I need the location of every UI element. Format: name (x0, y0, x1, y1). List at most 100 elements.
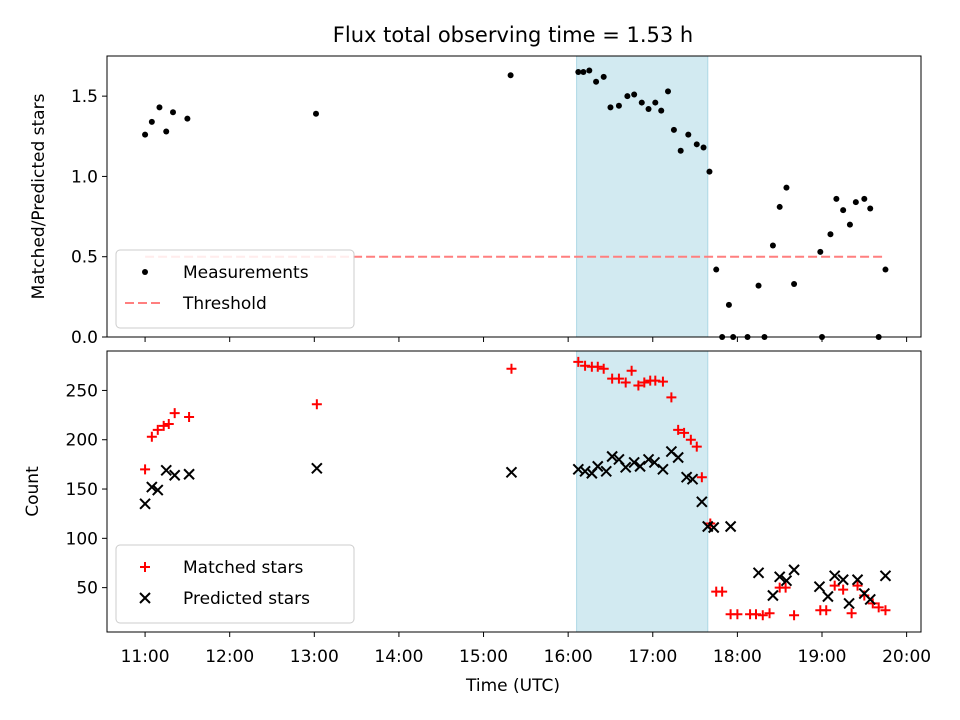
y-tick-label: 250 (66, 381, 98, 401)
predicted-star-point (606, 450, 618, 463)
measurement-point (725, 301, 732, 308)
legend: Measurements Threshold (115, 249, 355, 329)
predicted-star-point (152, 484, 164, 496)
matched-star-point (140, 464, 151, 475)
predicted-star-point (139, 498, 151, 510)
matched-star-point (598, 363, 609, 374)
predicted-star-point (707, 521, 720, 534)
matched-star-point (158, 420, 169, 431)
measurement-point (658, 107, 665, 114)
x-tick-label: 11:00 (121, 647, 170, 667)
predicted-star-point (696, 496, 708, 508)
predicted-star-point (813, 580, 826, 593)
matched-star-point (764, 608, 775, 619)
matched-star-point (732, 609, 743, 620)
matched-star-point (573, 356, 584, 367)
legend-box (115, 544, 355, 624)
measurement-point (575, 69, 582, 76)
predicted-star-point (686, 473, 699, 485)
predicted-star-point (634, 460, 646, 473)
matched-star-point (657, 376, 668, 387)
top-panel-ratio: Matched/Predicted stars 0.0 0.5 1.0 1.5 Measu… (29, 55, 922, 348)
measurement-point (631, 91, 638, 98)
measurement-point (706, 168, 713, 175)
measurement-point (861, 195, 868, 202)
measurement-point (776, 203, 783, 210)
measurement-point (852, 199, 859, 206)
x-tick-label: 18:00 (713, 647, 762, 667)
measurement-point (677, 147, 684, 154)
predicted-star-point (619, 461, 632, 474)
x-tick-label: 17:00 (628, 647, 677, 667)
predicted-star-point (788, 564, 800, 576)
predicted-star-point (628, 456, 640, 469)
matched-star-point (717, 586, 728, 597)
chart-title: Flux total observing time = 1.53 h (333, 23, 693, 47)
measurement-point (713, 266, 720, 273)
measurement-point (827, 231, 834, 238)
matched-star-point (639, 377, 650, 388)
measurement-point (833, 195, 840, 202)
matched-star-point (506, 363, 517, 374)
measurement-point (693, 141, 700, 148)
matched-star-point (592, 361, 603, 372)
shaded-interval (576, 55, 709, 338)
matched-star-point (146, 431, 157, 442)
predicted-star-point (672, 451, 684, 464)
measurement-point (580, 69, 587, 76)
measurement-point (607, 104, 614, 111)
matched-star-point (821, 605, 832, 616)
predicted-star-point (752, 567, 765, 579)
predicted-star-point (780, 575, 793, 587)
y-tick-label: 100 (66, 529, 98, 549)
matched-star-point (679, 427, 690, 438)
measurement-point (791, 281, 798, 288)
measurement-point (638, 99, 645, 106)
predicted-star-point (843, 597, 855, 610)
predicted-star-point (642, 453, 655, 466)
predicted-star-point (648, 456, 661, 469)
legend-marker-x (139, 592, 151, 604)
predicted-star-point (828, 570, 841, 582)
y-tick-label: 1.0 (71, 167, 98, 187)
predicted-star-point (851, 574, 864, 586)
measurement-point (184, 115, 191, 122)
y-tick-label: 0.0 (71, 328, 98, 348)
measurement-point (685, 131, 692, 138)
y-tick-label: 50 (76, 579, 98, 599)
measurement-point (156, 104, 163, 111)
matched-star-point (780, 582, 791, 593)
predicted-star-point (864, 593, 876, 606)
legend-label: Measurements (183, 263, 309, 283)
predicted-star-point (579, 465, 591, 477)
measurement-point (867, 205, 874, 212)
matched-star-point (829, 580, 840, 591)
measurement-point (313, 110, 319, 117)
matched-star-point (163, 418, 174, 429)
matched-star-point (757, 610, 768, 621)
matched-star-point (846, 608, 857, 619)
predicted-star-point (773, 571, 786, 583)
measurement-point (645, 105, 652, 112)
matched-star-point (311, 399, 322, 410)
x-tick-label: 15:00 (459, 647, 508, 667)
matched-star-point (184, 412, 195, 423)
measurement-point (755, 282, 762, 289)
legend-marker-dot (142, 269, 148, 275)
matched-star-point (838, 584, 849, 595)
legend-marker-plus (140, 562, 150, 572)
legend: Matched stars Predicted stars (115, 544, 355, 624)
x-tick-label: 19:00 (798, 647, 847, 667)
measurement-point (163, 128, 170, 135)
x-axis-label: Time (UTC) (465, 676, 560, 696)
measurement-point (148, 118, 155, 125)
measurement-point (700, 144, 707, 151)
measurement-point (142, 131, 149, 138)
axes-frame (106, 350, 922, 633)
predicted-star-point (767, 589, 779, 602)
y-axis-label: Matched/Predicted stars (29, 93, 49, 299)
matched-star-point (169, 408, 180, 419)
measurement-point (817, 248, 824, 255)
predicted-star-point (572, 463, 585, 476)
